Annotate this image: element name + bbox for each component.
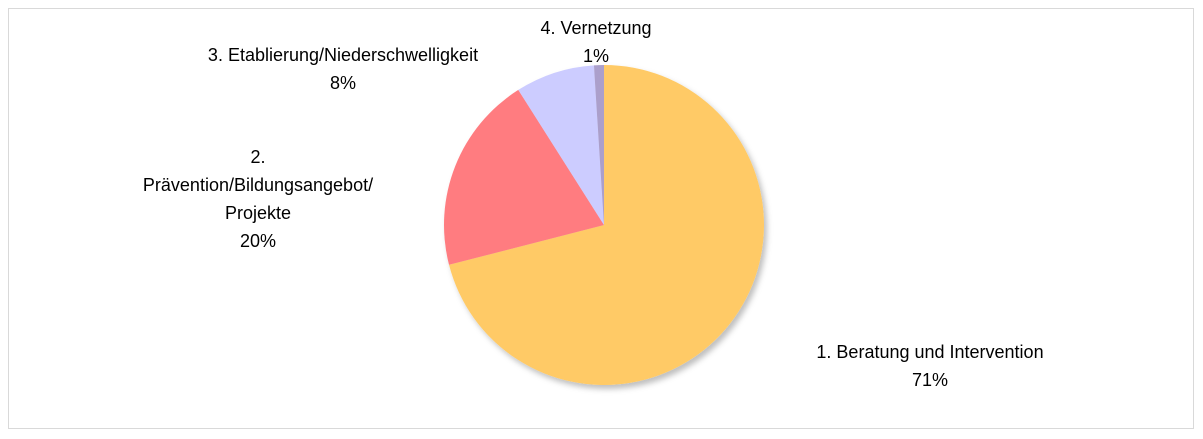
slice-label: 4. Vernetzung 1% <box>540 14 651 70</box>
pie-slice <box>449 65 764 386</box>
pie-slice <box>518 65 604 225</box>
slice-value: 20% <box>239 231 277 251</box>
pie-slice <box>444 89 604 265</box>
slice-category: 3. Etablierung/Niederschwelligkeit <box>207 45 479 65</box>
slice-label: 3. Etablierung/Niederschwelligkeit 8% <box>208 41 478 97</box>
slice-label: 1. Beratung und Intervention 71% <box>816 338 1043 394</box>
pie-slice <box>593 65 604 225</box>
slice-value: 8% <box>329 73 357 93</box>
chart-frame <box>8 8 1194 429</box>
slice-value: 1% <box>582 46 609 66</box>
slice-label: 2. Prävention/Bildungsangebot/ Projekte 2… <box>143 143 373 255</box>
slice-value: 71% <box>911 370 949 390</box>
slice-category: 2. Prävention/Bildungsangebot/ Projekte <box>142 147 374 223</box>
slice-category: 4. Vernetzung <box>540 18 652 38</box>
slice-category: 1. Beratung und Intervention <box>816 342 1044 362</box>
